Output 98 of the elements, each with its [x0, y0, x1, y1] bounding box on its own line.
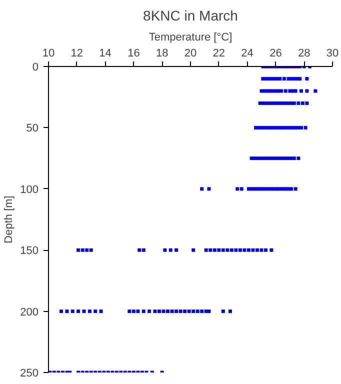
point: [136, 310, 140, 314]
point: [70, 310, 74, 314]
point: [305, 101, 309, 105]
x-tick-label: 12: [70, 48, 84, 60]
point: [212, 248, 216, 252]
point: [200, 187, 204, 191]
point: [294, 89, 298, 93]
y-tick-label: 100: [20, 184, 39, 196]
point: [162, 310, 166, 314]
x-tick-label: 10: [42, 48, 55, 60]
point: [221, 248, 225, 252]
point: [221, 310, 225, 314]
chart-title: 8KNC in March: [143, 8, 238, 24]
point: [298, 76, 302, 80]
point: [85, 248, 89, 252]
y-tick-label: 0: [32, 62, 39, 74]
x-tick-label: 26: [270, 48, 282, 60]
point: [226, 248, 230, 252]
point: [300, 89, 304, 93]
point: [305, 89, 309, 93]
point: [240, 187, 244, 191]
point: [228, 310, 232, 314]
point: [260, 248, 264, 252]
point: [300, 126, 304, 130]
y-tick-label: 200: [20, 306, 39, 318]
point: [264, 248, 268, 252]
point: [76, 248, 80, 252]
point: [163, 248, 167, 252]
point: [242, 248, 246, 252]
point: [270, 248, 274, 252]
point: [170, 310, 174, 314]
point: [200, 310, 204, 314]
point: [168, 248, 172, 252]
point: [142, 248, 146, 252]
point: [292, 101, 296, 105]
x-tick-label: 20: [184, 48, 197, 60]
point: [196, 310, 200, 314]
point: [304, 126, 308, 130]
point: [132, 310, 136, 314]
point: [292, 156, 296, 160]
point: [178, 310, 182, 314]
point: [246, 248, 250, 252]
point: [294, 187, 298, 191]
point: [142, 310, 146, 314]
point: [300, 101, 304, 105]
y-tick-label: 150: [20, 245, 39, 258]
point: [234, 248, 238, 252]
x-tick-label: 24: [241, 48, 254, 60]
point: [153, 310, 157, 314]
point: [148, 310, 152, 314]
point: [166, 310, 170, 314]
point: [158, 310, 162, 314]
point: [251, 248, 255, 252]
x-tick-label: 14: [99, 48, 112, 60]
x-axis-title: Temperature [°C]: [148, 32, 232, 44]
point: [230, 248, 234, 252]
point: [82, 310, 86, 314]
point: [174, 310, 178, 314]
x-tick-label: 30: [326, 48, 339, 60]
point: [284, 89, 288, 93]
point: [65, 310, 69, 314]
point: [192, 248, 196, 252]
point: [204, 248, 208, 252]
point: [282, 76, 286, 80]
point: [80, 248, 84, 252]
point: [60, 310, 64, 314]
point: [238, 248, 242, 252]
y-tick-label: 50: [26, 122, 39, 135]
point: [89, 248, 93, 252]
x-tick-label: 28: [298, 48, 310, 60]
x-tick-label: 18: [156, 48, 168, 60]
point: [88, 310, 92, 314]
point: [278, 76, 282, 80]
point: [99, 310, 103, 314]
point: [183, 310, 187, 314]
point: [296, 101, 300, 105]
x-tick-label: 16: [128, 48, 140, 60]
point: [236, 187, 240, 191]
y-tick-label: 250: [20, 368, 39, 380]
point: [296, 156, 300, 160]
point: [314, 89, 318, 93]
point: [207, 187, 211, 191]
y-axis-title: Depth [m]: [3, 196, 16, 244]
point: [217, 248, 221, 252]
point: [94, 310, 98, 314]
point: [208, 248, 212, 252]
point: [138, 248, 142, 252]
x-tick-label: 22: [212, 48, 226, 60]
point: [192, 310, 196, 314]
point: [76, 310, 80, 314]
point: [128, 310, 132, 314]
point: [187, 310, 191, 314]
point: [305, 76, 309, 80]
point: [290, 187, 294, 191]
point: [207, 310, 211, 314]
point: [280, 89, 284, 93]
point: [255, 248, 259, 252]
point: [174, 248, 178, 252]
